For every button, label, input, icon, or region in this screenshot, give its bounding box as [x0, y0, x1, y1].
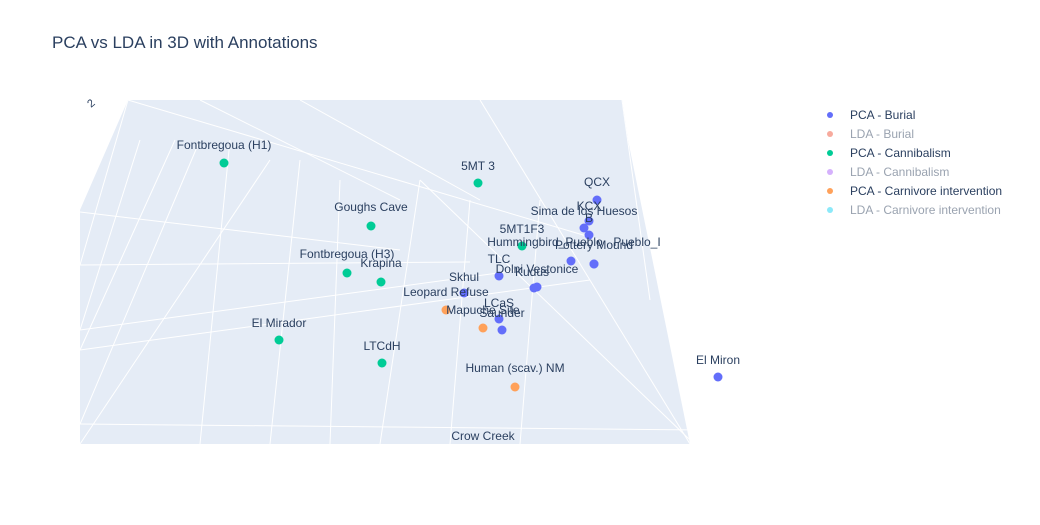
legend-label: PCA - Burial — [850, 107, 916, 122]
point-label: QCX — [584, 175, 610, 189]
point-label: Dolni Vestonice — [496, 262, 579, 276]
legend-marker-icon — [827, 111, 833, 118]
data-point[interactable] — [366, 221, 376, 231]
point-label: B — [585, 211, 593, 225]
legend-label: LDA - Carnivore intervention — [850, 202, 1001, 217]
point-label: Human (scav.) NM — [465, 361, 564, 375]
point-label: LTCdH — [363, 339, 400, 353]
legend-item[interactable]: LDA - Burial — [822, 124, 1002, 143]
point-label: Fontbregoua (H3) — [300, 247, 395, 261]
point-label: 5MT 3 — [461, 159, 495, 173]
point-label: Kudus — [515, 265, 549, 279]
data-point[interactable] — [517, 241, 527, 251]
legend: PCA - Burial LDA - Burial PCA - Cannibalis… — [822, 105, 1002, 219]
point-label: El Miron — [696, 353, 740, 367]
point-label: Fontbregoua (H1) — [177, 138, 272, 152]
point-label: KCX — [577, 199, 602, 213]
legend-label: LDA - Burial — [850, 126, 915, 141]
point-label: TLC — [488, 252, 511, 266]
data-point[interactable] — [713, 372, 723, 382]
data-point[interactable] — [376, 277, 386, 287]
point-label: Hummingbird_Pueblo — [487, 235, 603, 249]
data-point[interactable] — [566, 256, 576, 266]
legend-label: LDA - Cannibalism — [850, 164, 950, 179]
point-label: El Mirador — [252, 316, 307, 330]
data-point[interactable] — [494, 271, 504, 281]
data-point[interactable] — [584, 230, 594, 240]
data-point[interactable] — [478, 323, 488, 333]
data-point[interactable] — [459, 288, 469, 298]
data-point[interactable] — [510, 382, 520, 392]
data-point[interactable] — [584, 216, 594, 226]
data-point[interactable] — [377, 358, 387, 368]
data-point[interactable] — [497, 325, 507, 335]
scene-wall — [80, 100, 690, 444]
data-point[interactable] — [219, 158, 229, 168]
legend-marker-icon — [827, 149, 833, 156]
legend-marker-icon — [827, 168, 833, 175]
legend-marker-icon — [827, 130, 833, 137]
legend-label: PCA - Carnivore intervention — [850, 183, 1003, 198]
point-label: Krapina — [360, 256, 402, 270]
point-label: Sima de los Huesos — [531, 204, 638, 218]
legend-item[interactable]: LDA - Cannibalism — [822, 162, 1002, 181]
point-label: Saunder — [479, 306, 524, 320]
legend-marker-icon — [827, 187, 833, 194]
legend-item[interactable]: PCA - Burial — [822, 105, 1002, 124]
point-label: Goughs Cave — [334, 200, 408, 214]
legend-label: PCA - Cannibalism — [850, 145, 951, 160]
legend-item[interactable]: PCA - Cannibalism — [822, 143, 1002, 162]
points-layer — [219, 158, 723, 392]
data-point[interactable] — [579, 223, 589, 233]
point-label: Pueblo_I — [613, 235, 660, 249]
point-label: LCaS — [484, 296, 514, 310]
data-point[interactable] — [589, 259, 599, 269]
point-label: Leopard Refuse — [403, 285, 489, 299]
legend-item[interactable]: LDA - Carnivore intervention — [822, 200, 1002, 219]
point-label: Skhul — [449, 270, 479, 284]
point-label: Crow Creek — [451, 429, 515, 443]
data-point[interactable] — [473, 178, 483, 188]
legend-item[interactable]: PCA - Carnivore intervention — [822, 181, 1002, 200]
point-label: Pottery Mound — [555, 238, 633, 252]
scene-gridlines — [80, 100, 690, 444]
chart-title: PCA vs LDA in 3D with Annotations — [52, 33, 318, 52]
axis-tick-label: 2 — [85, 97, 97, 110]
point-label: 5MT1F3 — [500, 222, 545, 236]
data-point[interactable] — [592, 195, 602, 205]
point-label: Mapuche Site — [446, 303, 520, 317]
data-point[interactable] — [529, 283, 539, 293]
data-point[interactable] — [274, 335, 284, 345]
data-point[interactable] — [441, 305, 451, 315]
data-point[interactable] — [494, 314, 504, 324]
legend-marker-icon — [827, 206, 833, 213]
data-point[interactable] — [342, 268, 352, 278]
